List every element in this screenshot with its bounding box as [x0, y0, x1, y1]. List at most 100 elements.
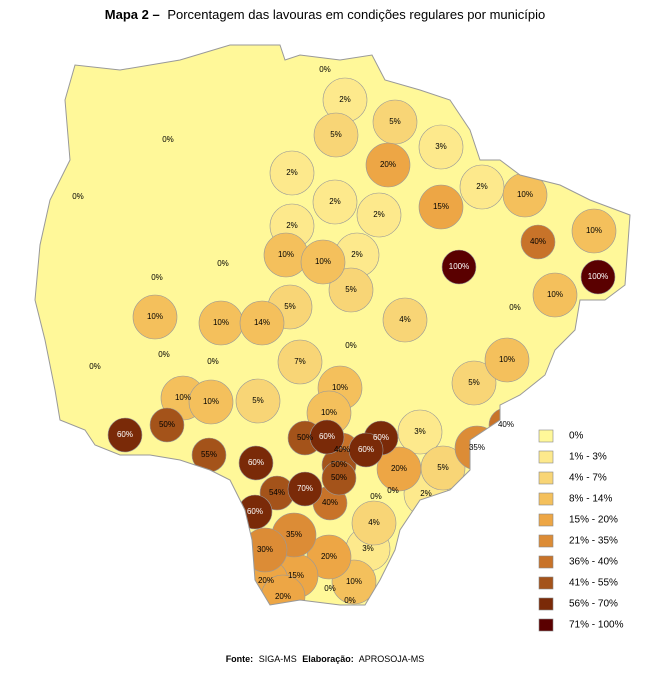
state-outline	[34, 44, 631, 606]
municipality	[484, 337, 530, 383]
municipality	[328, 267, 374, 313]
municipality	[397, 409, 443, 455]
municipality	[321, 460, 357, 496]
municipality	[313, 112, 359, 158]
municipality-label: 15%	[288, 571, 304, 580]
municipality-label: 5%	[389, 117, 401, 126]
legend-swatch	[538, 618, 554, 632]
municipality-label: 4%	[399, 315, 411, 324]
municipality-label: 10%	[586, 226, 602, 235]
municipality-label: 20%	[258, 576, 274, 585]
legend-label: 71% - 100%	[569, 620, 624, 631]
legend-swatch	[538, 597, 554, 611]
municipality-label: 0%	[158, 350, 170, 359]
legend-swatch	[538, 429, 554, 443]
municipality-label: 10%	[321, 408, 337, 417]
municipality-label: 5%	[330, 130, 342, 139]
municipality-label: 2%	[351, 250, 363, 259]
municipality-label: 100%	[588, 272, 608, 281]
municipality	[418, 184, 464, 230]
municipality-label: 3%	[435, 142, 447, 151]
municipality	[520, 224, 556, 260]
legend-swatch	[538, 450, 554, 464]
municipality	[441, 249, 477, 285]
municipality-label: 50%	[331, 460, 347, 469]
municipality-label: 10%	[547, 290, 563, 299]
municipality-label: 5%	[252, 396, 264, 405]
municipality-label: 3%	[362, 544, 374, 553]
municipality	[382, 297, 428, 343]
municipality-label: 10%	[213, 318, 229, 327]
municipality-label: 40%	[334, 445, 350, 454]
municipality-label: 0%	[89, 362, 101, 371]
municipality-label: 0%	[344, 596, 356, 605]
municipality-label: 0%	[151, 273, 163, 282]
municipality-label: 35%	[286, 530, 302, 539]
municipality	[277, 339, 323, 385]
municipality-label: 70%	[297, 484, 313, 493]
municipality-label: 2%	[373, 210, 385, 219]
municipality-label: 20%	[275, 592, 291, 601]
legend-label: 1% - 3%	[569, 452, 607, 463]
title: Mapa 2 – Porcentagem das lavouras em con…	[105, 7, 545, 22]
municipality-label: 20%	[321, 552, 337, 561]
municipality	[356, 192, 402, 238]
municipality	[348, 432, 384, 468]
municipality-label: 2%	[286, 168, 298, 177]
legend-swatch	[538, 576, 554, 590]
legend-label: 15% - 20%	[569, 515, 618, 526]
municipality	[300, 239, 346, 285]
municipality-label: 5%	[437, 463, 449, 472]
municipality-label: 54%	[269, 488, 285, 497]
municipality	[580, 259, 616, 295]
municipality-label: 60%	[319, 432, 335, 441]
legend-swatch	[538, 471, 554, 485]
municipality-label: 40%	[322, 498, 338, 507]
municipality-label: 10%	[203, 397, 219, 406]
municipality-label: 0%	[207, 357, 219, 366]
source-label: Fonte:	[226, 654, 254, 664]
municipality-label: 60%	[247, 507, 263, 516]
municipality-label: 30%	[257, 545, 273, 554]
municipality-label: 0%	[217, 259, 229, 268]
municipality	[235, 378, 281, 424]
municipality-label: 100%	[449, 262, 469, 271]
municipality-label: 60%	[373, 433, 389, 442]
municipality	[149, 407, 185, 443]
municipality-label: 2%	[420, 489, 432, 498]
municipality	[418, 124, 464, 170]
municipality-label: 10%	[499, 355, 515, 364]
legend-label: 4% - 7%	[569, 473, 607, 484]
source: SIGA-MS	[259, 654, 297, 664]
footer: Fonte: SIGA-MS Elaboração: APROSOJA-MS	[226, 654, 425, 664]
municipality-label: 35%	[469, 443, 485, 452]
municipality-label: 5%	[468, 378, 480, 387]
municipality-label: 0%	[162, 135, 174, 144]
municipality-label: 15%	[433, 202, 449, 211]
municipality-label: 5%	[345, 285, 357, 294]
municipality-label: 60%	[358, 445, 374, 454]
title-text: Porcentagem das lavouras em condições re…	[167, 7, 545, 22]
municipality-label: 0%	[319, 65, 331, 74]
municipality-label: 10%	[315, 257, 331, 266]
municipality	[365, 142, 411, 188]
municipality-label: 0%	[72, 192, 84, 201]
legend-label: 8% - 14%	[569, 494, 612, 505]
municipality-label: 0%	[370, 492, 382, 501]
municipality-label: 7%	[294, 357, 306, 366]
municipality-label: 20%	[380, 160, 396, 169]
municipality	[132, 294, 178, 340]
municipality	[312, 179, 358, 225]
legend-label: 0%	[569, 431, 584, 442]
municipality-label: 40%	[498, 420, 514, 429]
municipality-label: 5%	[284, 302, 296, 311]
municipality	[309, 419, 345, 455]
author: APROSOJA-MS	[359, 654, 425, 664]
municipality	[107, 417, 143, 453]
legend-label: 21% - 35%	[569, 536, 618, 547]
legend-label: 41% - 55%	[569, 578, 618, 589]
municipality-label: 0%	[509, 303, 521, 312]
municipality	[532, 272, 578, 318]
municipality-label: 10%	[175, 393, 191, 402]
